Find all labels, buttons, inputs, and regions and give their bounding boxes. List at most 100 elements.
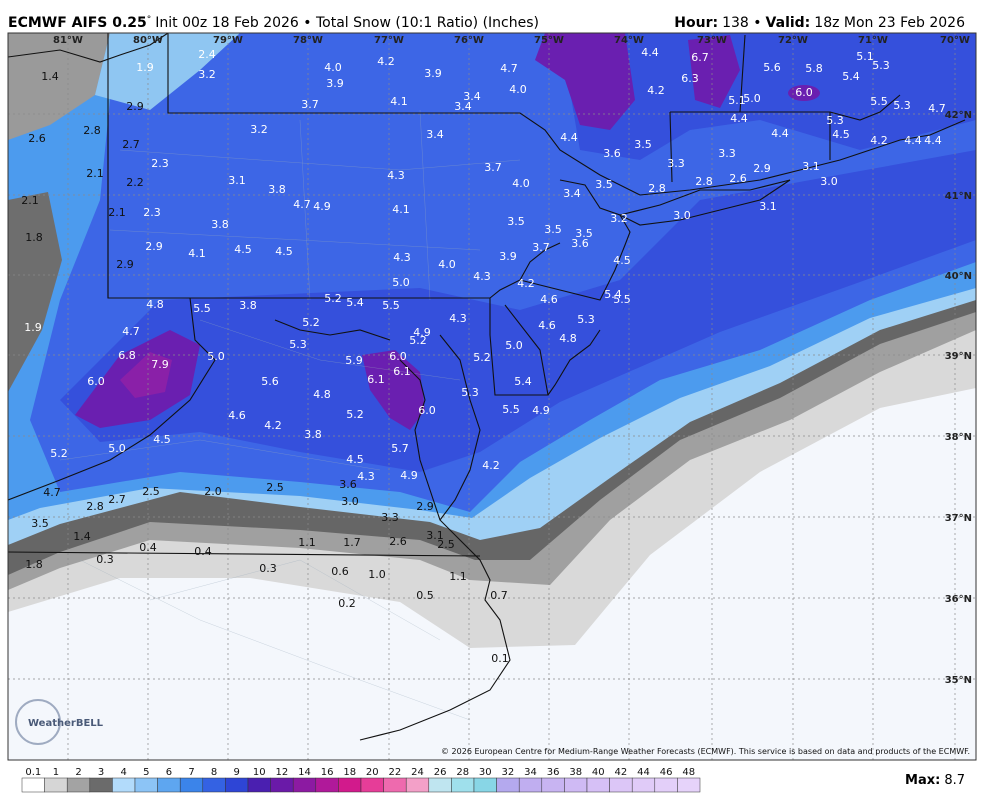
valid-label: Valid: [766, 15, 811, 31]
point-value: 5.6 [261, 375, 279, 388]
colorbar-label: 14 [298, 767, 311, 778]
point-value: 2.9 [116, 258, 134, 271]
point-value: 2.1 [86, 167, 104, 180]
snow-fill [535, 33, 635, 130]
map [8, 33, 976, 760]
point-value: 5.4 [346, 296, 364, 309]
lon-label: 80°W [133, 35, 163, 46]
point-value: 5.4 [604, 288, 622, 301]
colorbar-label: 7 [188, 767, 194, 778]
point-value: 4.7 [122, 325, 140, 338]
lat-label: 41°N [945, 191, 972, 202]
point-value: 3.2 [250, 123, 268, 136]
point-value: 3.9 [499, 250, 517, 263]
hour: 138 • [722, 15, 761, 31]
point-value: 4.0 [512, 177, 530, 190]
colorbar-cell [292, 777, 317, 793]
point-value: 4.4 [771, 127, 789, 140]
point-value: 6.3 [681, 72, 699, 85]
colorbar-cell [518, 777, 543, 793]
colorbar-cell [451, 777, 475, 793]
point-value: 4.0 [438, 258, 456, 271]
point-value: 5.2 [346, 408, 364, 421]
point-value: 4.4 [641, 46, 659, 59]
colorbar-label: 5 [143, 767, 149, 778]
colorbar-label: 44 [637, 767, 650, 778]
colorbar-label: 1 [53, 767, 59, 778]
max-value: Max: 8.7 [905, 773, 965, 788]
point-value: 1.1 [449, 570, 467, 583]
point-value: 5.3 [577, 313, 595, 326]
point-value: 3.8 [239, 299, 257, 312]
point-value: 6.0 [87, 375, 105, 388]
lon-label: 72°W [778, 35, 808, 46]
point-value: 3.6 [603, 147, 621, 160]
colorbar-cell [225, 777, 249, 793]
point-value: 6.1 [367, 373, 385, 386]
colorbar-label: 3 [98, 767, 104, 778]
degree: ° [147, 15, 152, 25]
point-value: 1.0 [368, 568, 386, 581]
point-value: 5.1 [728, 94, 746, 107]
lon-labels: 81°W 80°W 79°W 78°W 77°W 76°W 75°W 74°W 73°W 72°W… [53, 35, 970, 46]
colorbar-label: 36 [547, 767, 560, 778]
colorbar-label: 12 [276, 767, 289, 778]
lon-label: 78°W [293, 35, 323, 46]
colorbar-cell [609, 777, 633, 793]
point-value: 1.4 [73, 530, 91, 543]
colorbar-label: 30 [479, 767, 492, 778]
point-value: 4.2 [647, 84, 665, 97]
point-value: 4.3 [393, 251, 411, 264]
colorbar-label: 48 [682, 767, 695, 778]
point-value: 5.3 [289, 338, 307, 351]
point-value: 3.5 [31, 517, 49, 530]
point-value: 2.5 [266, 481, 284, 494]
point-value: 4.9 [413, 326, 431, 339]
point-value: 5.5 [870, 95, 888, 108]
point-value: 3.6 [571, 237, 589, 250]
point-value: 5.4 [842, 70, 860, 83]
point-value: 4.7 [293, 198, 311, 211]
colorbar-label: 24 [411, 767, 424, 778]
point-value: 3.4 [426, 128, 444, 141]
colorbar-label: 16 [321, 767, 334, 778]
point-value: 0.3 [259, 562, 277, 575]
point-value: 4.5 [234, 243, 252, 256]
point-value: 2.8 [648, 182, 666, 195]
lon-label: 79°W [213, 35, 243, 46]
point-value: 4.8 [313, 388, 331, 401]
colorbar-cell [179, 777, 204, 793]
point-value: 4.5 [153, 433, 171, 446]
colorbar-cell [66, 777, 91, 793]
point-value: 3.8 [211, 218, 229, 231]
point-value: 4.9 [400, 469, 418, 482]
lon-label: 73°W [697, 35, 727, 46]
colorbar-cell [541, 777, 565, 793]
max-label: Max: [905, 773, 940, 788]
colorbar-label: 6 [166, 767, 172, 778]
counties [59, 109, 521, 721]
logo: WeatherBELL [15, 699, 104, 745]
point-value: 3.2 [610, 212, 628, 225]
point-value: 5.0 [108, 442, 126, 455]
colorbar-cell [247, 777, 271, 793]
point-value: 3.8 [268, 183, 286, 196]
colorbar-label: 46 [660, 767, 673, 778]
map-frame [7, 32, 977, 761]
colorbar-label: 0.1 [25, 767, 41, 778]
point-value: 1.1 [298, 536, 316, 549]
header-left: ECMWF AIFS 0.25° Init 00z 18 Feb 2026 • T… [8, 15, 539, 31]
lat-label: 39°N [945, 351, 972, 362]
point-value: 6.0 [389, 350, 407, 363]
point-value: 4.2 [377, 55, 395, 68]
point-value: 2.2 [126, 176, 144, 189]
lat-label: 42°N [945, 110, 972, 121]
point-value: 4.5 [613, 254, 631, 267]
point-value: 3.5 [575, 227, 593, 240]
point-value: 4.2 [517, 277, 535, 290]
snow-fill [60, 150, 976, 472]
point-value: 5.2 [409, 334, 427, 347]
point-value: 2.6 [729, 172, 747, 185]
lat-label: 38°N [945, 432, 972, 443]
